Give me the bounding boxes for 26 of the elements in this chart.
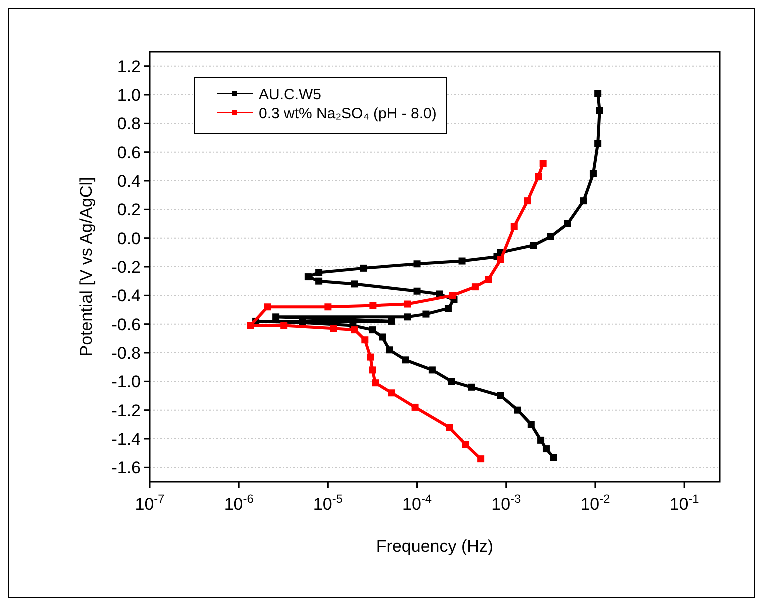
x-tick-label: 10$^{-7}$ [135,492,166,514]
legend-label: 0.3 wt% Na₂SO₄ (pH - 8.0) [259,105,437,122]
y-tick-label: -1.4 [112,430,141,449]
y-tick-label: -1.2 [112,401,141,420]
y-tick-label: -0.4 [112,286,141,306]
x-tick-label: 10$^{-3}$ [492,492,522,514]
y-tick-label: 0.2 [117,200,141,220]
x-tick-label: 10$^{-5}$ [313,492,344,514]
x-tick-label: 10$^{-4}$ [402,492,432,514]
y-tick-label: -1.0 [112,372,141,392]
y-tick-label: 0.4 [117,172,141,191]
x-axis-title: Frequency (Hz) [376,537,494,556]
y-tick-label: -0.8 [112,344,141,363]
legend-label: AU.C.W5 [259,86,322,104]
y-axis-title: Potential [V vs Ag/AgCl] [77,177,96,357]
x-tick-label: 10$^{-1}$ [670,492,700,514]
y-tick-label: 0.8 [117,114,141,134]
y-tick-label: 0.6 [117,143,141,162]
x-tick-label: 10$^{-6}$ [224,492,254,514]
y-tick-label: 1.2 [117,57,141,76]
y-tick-label: -1.6 [112,458,141,478]
y-tick-label: 0.0 [117,229,141,248]
x-tick-label: 10$^{-2}$ [580,492,611,514]
y-tick-label: -0.6 [112,315,141,334]
y-tick-label: -0.2 [112,258,141,277]
y-tick-label: 1.0 [117,86,141,105]
